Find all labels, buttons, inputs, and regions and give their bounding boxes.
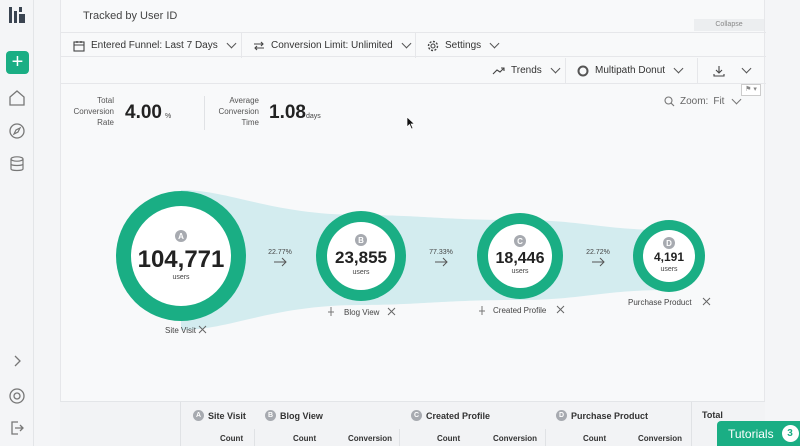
database-icon[interactable]	[8, 155, 26, 173]
settings-label: Settings	[445, 40, 482, 51]
trend-line-icon	[492, 66, 505, 74]
total-conversion-rate-label: Total Conversion Rate	[73, 96, 114, 127]
chevron-down-icon	[741, 63, 752, 74]
conversion-rate-b-c: 77.33%	[429, 249, 453, 256]
column-conversion-d: Conversion	[638, 434, 683, 443]
download-icon	[713, 65, 725, 77]
search-icon	[664, 96, 675, 107]
step-unit-a: users	[172, 274, 190, 281]
zoom-label: Zoom:	[680, 96, 709, 107]
add-new-button[interactable]: +	[6, 51, 29, 74]
average-conversion-time-unit: days	[306, 113, 321, 120]
step-count-d: 4,191	[654, 250, 684, 264]
chevron-down-icon	[673, 63, 684, 74]
arrow-right-icon	[435, 257, 448, 267]
home-icon[interactable]	[8, 89, 26, 107]
funnel-step-created-profile[interactable]: C 18,446 users	[477, 213, 563, 299]
step-name-b: Blog View	[344, 308, 380, 317]
expand-sidebar-icon[interactable]	[8, 352, 26, 370]
trends-label: Trends	[511, 65, 542, 76]
view-toolbar: Trends Multipath Donut	[61, 58, 766, 84]
tutorials-button[interactable]: Tutorials 3	[717, 421, 800, 446]
step-name-c: Created Profile	[493, 306, 547, 315]
mouse-cursor-icon	[406, 116, 416, 130]
average-conversion-time-label: Average Conversion Time	[218, 96, 259, 127]
zoom-value: Fit	[713, 96, 725, 107]
total-conversion-rate-unit: %	[165, 113, 172, 120]
step-count-c: 18,446	[496, 250, 545, 267]
funnel-step-purchase-product[interactable]: D 4,191 users	[633, 220, 705, 292]
chevron-down-icon	[401, 38, 412, 49]
funnel-step-site-visit[interactable]: A 104,771 users	[116, 191, 246, 321]
remove-step-c-icon[interactable]	[556, 305, 565, 314]
arrow-right-icon	[592, 257, 605, 267]
app-logo-icon[interactable]	[8, 6, 26, 24]
step-unit-d: users	[660, 266, 678, 273]
table-header-total[interactable]: Total	[702, 410, 723, 420]
step-letter-c: C	[517, 237, 523, 246]
app-sidebar: +	[0, 0, 34, 446]
zoom-dropdown[interactable]: Zoom: Fit	[664, 94, 742, 107]
conversion-limit-dropdown[interactable]: Conversion Limit: Unlimited	[253, 33, 412, 58]
remove-step-a-icon[interactable]	[198, 325, 207, 334]
step-unit-b: users	[352, 269, 370, 276]
view-type-label: Multipath Donut	[595, 65, 666, 76]
pin-icon	[479, 306, 485, 315]
table-header-blog-view[interactable]: B Blog View	[265, 410, 323, 421]
funnel-diagram: A 104,771 users B 23,855 users C 18,446 …	[116, 190, 711, 335]
page-title: Tracked by User ID	[83, 10, 178, 22]
average-conversion-time-value: 1.08	[269, 102, 306, 123]
remove-step-d-icon[interactable]	[702, 297, 711, 306]
chevron-down-icon	[550, 63, 561, 74]
column-count-c: Count	[437, 434, 461, 443]
entered-funnel-dropdown[interactable]: Entered Funnel: Last 7 Days	[73, 33, 237, 58]
chevron-down-icon	[226, 38, 237, 49]
view-type-dropdown[interactable]: Multipath Donut	[577, 58, 684, 83]
tutorials-count-badge: 3	[781, 425, 799, 442]
funnel-table-header: A Site Visit B Blog View C Created Profi…	[60, 401, 765, 446]
chevron-down-icon	[732, 94, 742, 105]
total-conversion-rate-value: 4.00	[125, 102, 162, 123]
entered-funnel-label: Entered Funnel: Last 7 Days	[91, 40, 218, 51]
calendar-icon	[73, 40, 85, 52]
funnel-step-blog-view[interactable]: B 23,855 users	[316, 211, 406, 301]
tutorials-label: Tutorials	[728, 426, 774, 441]
table-header-purchase-product[interactable]: D Purchase Product	[556, 410, 648, 421]
funnel-panel: Tracked by User ID Collapse Entered Funn…	[60, 0, 766, 446]
step-letter-d: D	[666, 239, 672, 248]
export-dropdown[interactable]	[713, 58, 752, 83]
step-name-a: Site Visit	[165, 326, 197, 335]
chevron-down-icon	[489, 38, 500, 49]
step-letter-b: B	[358, 236, 364, 245]
swap-arrows-icon	[254, 41, 264, 50]
conversion-rate-a-b: 22.77%	[268, 249, 292, 256]
collapse-button[interactable]: Collapse	[694, 19, 764, 31]
step-letter-a: A	[178, 232, 184, 241]
step-unit-c: users	[511, 268, 529, 275]
column-conversion-c: Conversion	[493, 434, 538, 443]
help-lifebuoy-icon[interactable]	[8, 387, 26, 405]
conversion-rate-c-d: 22.72%	[586, 249, 610, 256]
conversion-limit-label: Conversion Limit: Unlimited	[271, 40, 393, 51]
donut-icon	[577, 65, 589, 76]
table-header-created-profile[interactable]: C Created Profile	[411, 410, 490, 421]
step-name-d: Purchase Product	[628, 298, 692, 307]
column-count-a: Count	[220, 434, 244, 443]
trends-dropdown[interactable]: Trends	[492, 58, 561, 83]
funnel-toolbar: Entered Funnel: Last 7 Days Conversion L…	[61, 32, 766, 58]
settings-dropdown[interactable]: Settings	[427, 33, 500, 58]
step-count-a: 104,771	[138, 246, 225, 273]
remove-step-b-icon[interactable]	[387, 307, 396, 316]
logout-icon[interactable]	[8, 419, 26, 437]
flag-menu-button[interactable]: ⚑ ▾	[741, 84, 761, 96]
table-header-site-visit[interactable]: A Site Visit	[193, 410, 246, 421]
pin-icon	[328, 307, 334, 316]
gear-icon	[427, 40, 439, 51]
column-conversion-b: Conversion	[348, 434, 393, 443]
column-count-b: Count	[293, 434, 317, 443]
step-count-b: 23,855	[335, 248, 387, 267]
column-count-d: Count	[583, 434, 607, 443]
compass-icon[interactable]	[8, 122, 26, 140]
arrow-right-icon	[274, 257, 287, 267]
